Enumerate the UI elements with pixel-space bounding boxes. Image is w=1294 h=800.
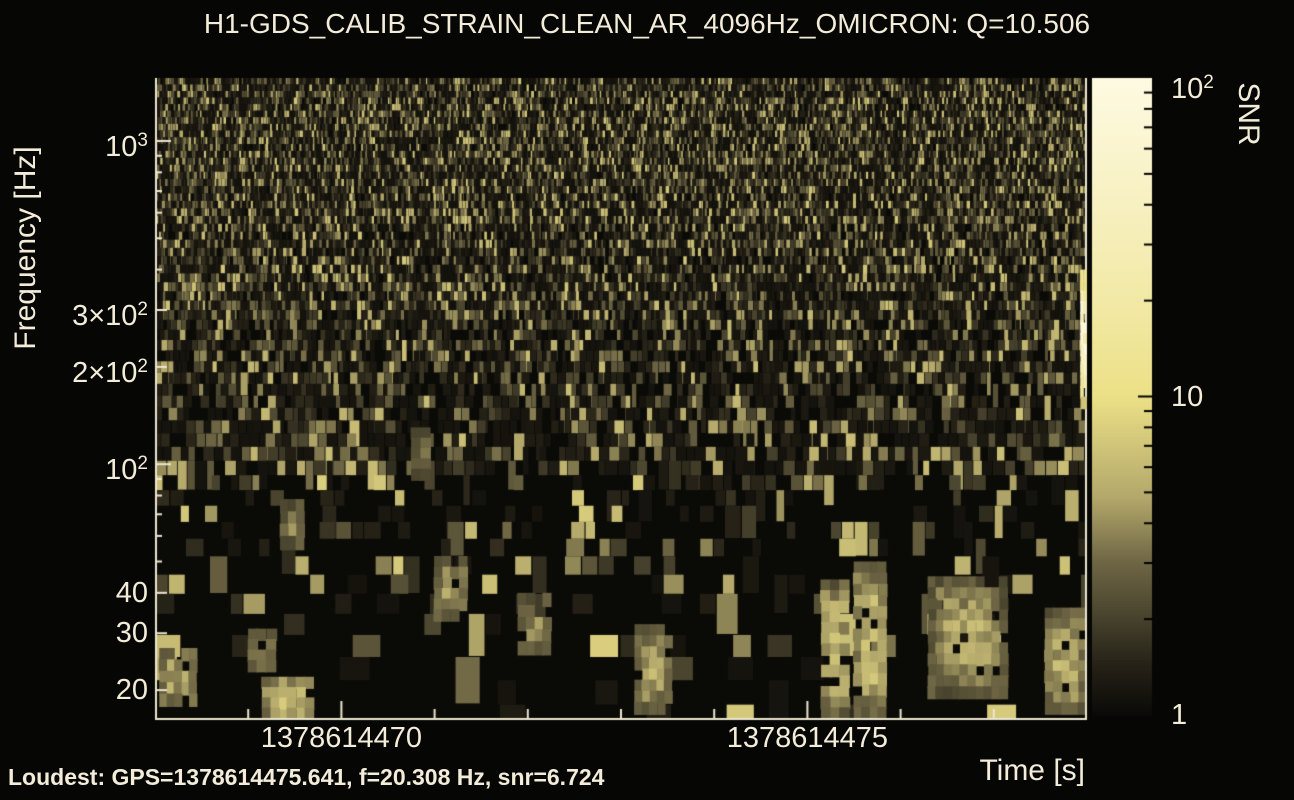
y-tick-label-200: 2×102 [72, 355, 148, 389]
y-tick-label-300: 3×102 [72, 298, 148, 332]
x-tick-label-1378614470: 1378614470 [260, 722, 423, 754]
y-tick-label-40: 40 [115, 576, 148, 609]
y-tick-label-20: 20 [115, 674, 148, 707]
loudest-info: Loudest: GPS=1378614475.641, f=20.308 Hz… [8, 764, 605, 790]
y-tick-label-30: 30 [115, 617, 148, 650]
y-tick-label-100: 102 [105, 453, 148, 487]
y-tick-label-1000: 103 [105, 129, 148, 163]
colorbar-tick-label-1: 1 [1171, 699, 1188, 731]
x-tick-label-1378614475: 1378614475 [726, 722, 889, 754]
plot-title: H1-GDS_CALIB_STRAIN_CLEAN_AR_4096Hz_OMIC… [203, 8, 1091, 39]
colorbar-tick-label-100: 102 [1171, 72, 1214, 105]
x-axis-title: Time [s] [979, 754, 1085, 787]
colorbar-title: SNR [1232, 82, 1265, 146]
colorbar-tick-label-10: 10 [1171, 380, 1204, 413]
